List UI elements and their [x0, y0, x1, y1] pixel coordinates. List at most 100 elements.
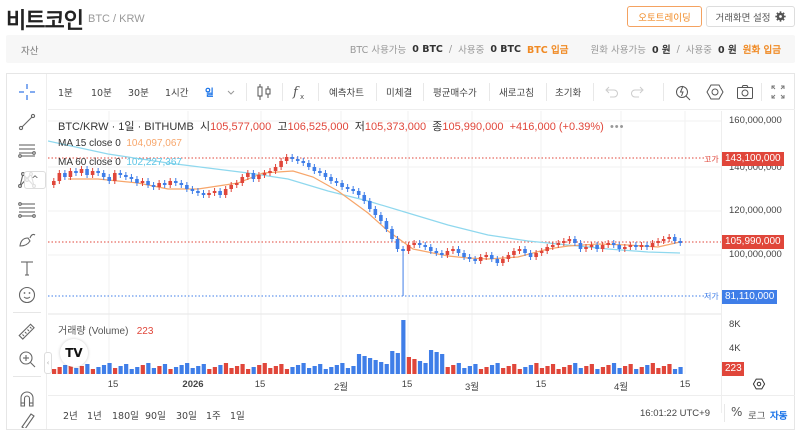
fibonacci-icon — [18, 202, 36, 218]
svg-text:f: f — [292, 85, 300, 100]
zoom-in-icon — [19, 351, 36, 368]
measure-tool[interactable] — [15, 320, 39, 344]
ma60-value: 102,227,367 — [126, 157, 182, 168]
btc-deposit-link[interactable]: BTC 입금 — [526, 45, 569, 56]
low-marker-text: 저가 — [704, 292, 719, 301]
market-pair: BTC / KRW — [88, 13, 145, 25]
interval-1h[interactable]: 1시간 — [165, 88, 189, 99]
page-title: 비트코인 — [6, 9, 84, 34]
change-value: +416,000 (+0.39%) — [509, 121, 604, 133]
unfilled-orders-button[interactable]: 미체결 — [386, 88, 413, 99]
lock-tool[interactable] — [15, 412, 39, 428]
collapse-legend-button[interactable]: ^ — [24, 171, 46, 189]
drawing-toolbar — [7, 74, 47, 429]
range-1w[interactable]: 1주 — [206, 411, 221, 422]
range-90d[interactable]: 90일 — [145, 411, 166, 422]
gear-icon — [774, 11, 786, 22]
low-label: 저 — [354, 121, 365, 133]
more-icon[interactable]: ••• — [609, 121, 625, 133]
undo-icon[interactable] — [601, 82, 621, 102]
avg-buy-price-button[interactable]: 평균매수가 — [433, 88, 477, 99]
text-tool[interactable] — [15, 256, 39, 280]
redo-icon[interactable] — [628, 82, 648, 102]
camera-icon[interactable] — [735, 82, 755, 102]
open-value: 105,577,000 — [210, 121, 272, 133]
krw-in-use-value: 0 원 — [718, 45, 737, 56]
ma60-legend[interactable]: MA 60 close 0 102,227,367 — [58, 157, 182, 168]
emoji-tool[interactable] — [15, 283, 39, 307]
tradingview-logo[interactable]: TV — [60, 339, 88, 367]
screen-settings-button[interactable]: 거래화면 설정 — [706, 6, 795, 27]
ma15-legend[interactable]: MA 15 close 0 104,097,067 — [58, 138, 182, 149]
smiley-icon — [18, 286, 36, 304]
separator: / — [676, 43, 680, 55]
log-toggle[interactable]: 로그 — [748, 411, 766, 422]
percent-toggle[interactable]: % — [731, 405, 743, 419]
trend-line-icon — [18, 113, 36, 131]
range-1d[interactable]: 1일 — [230, 411, 245, 422]
range-2y[interactable]: 2년 — [63, 411, 78, 422]
parallel-channel-tool[interactable] — [15, 138, 39, 162]
chevron-down-icon[interactable] — [225, 82, 237, 102]
assets-bar: 자산 BTC 사용가능 0 BTC / 사용중 0 BTC BTC 입금 원화 … — [6, 35, 795, 63]
symbol-title[interactable]: BTC/KRW · 1일 · BITHUMB — [58, 121, 194, 133]
refresh-button[interactable]: 새로고침 — [499, 88, 534, 99]
krw-available-value: 0 원 — [651, 45, 671, 56]
x-tick: 15 — [679, 379, 691, 390]
krw-available-label: 원화 사용가능 — [590, 45, 646, 56]
btc-available-label: BTC 사용가능 — [349, 45, 407, 56]
current-price-label: 105,990,000 — [722, 235, 784, 249]
current-volume-label: 223 — [722, 362, 744, 376]
brush-tool[interactable] — [15, 227, 39, 251]
price-chart[interactable] — [48, 111, 721, 413]
quick-search-icon[interactable] — [673, 82, 693, 102]
ma15-label: MA 15 close 0 — [58, 138, 121, 149]
time-axis[interactable]: 15 2026 15 2월 15 3월 15 4월 15 — [48, 374, 721, 394]
brush-icon — [19, 233, 36, 247]
volume-label: 거래량 (Volume) — [58, 326, 129, 337]
zoom-in-tool[interactable] — [15, 347, 39, 371]
fullscreen-icon[interactable] — [768, 82, 788, 102]
pencil-lock-icon — [21, 413, 35, 428]
fib-tool[interactable] — [15, 198, 39, 222]
high-marker-text: 고가 — [704, 155, 719, 164]
candlestick-icon[interactable] — [254, 82, 274, 102]
volume-tick: 8K — [729, 319, 741, 330]
range-bar: 2년 1년 180일 90일 30일 1주 1일 16:01:22 UTC+9 … — [48, 395, 795, 429]
range-180d[interactable]: 180일 — [112, 411, 139, 422]
krw-deposit-link[interactable]: 원화 입금 — [742, 45, 781, 56]
y-tick: 140,000,000 — [729, 162, 782, 173]
volume-legend[interactable]: 거래량 (Volume) 223 — [58, 322, 153, 337]
range-30d[interactable]: 30일 — [176, 411, 197, 422]
horizontal-lines-icon — [18, 144, 36, 158]
axis-settings-button[interactable] — [721, 374, 795, 394]
close-value: 105,990,000 — [442, 121, 504, 133]
interval-30m[interactable]: 30분 — [128, 88, 149, 99]
interval-1d[interactable]: 일 — [205, 88, 214, 99]
collapse-toolbar-button[interactable]: ‹ — [44, 352, 52, 374]
auto-scale-toggle[interactable]: 자동 — [770, 411, 788, 422]
ohlc-legend: BTC/KRW · 1일 · BITHUMB 시105,577,000 고106… — [58, 118, 625, 134]
magnet-tool[interactable] — [15, 387, 39, 411]
crosshair-tool[interactable] — [15, 80, 39, 104]
price-axis[interactable]: 160,000,000 140,000,000 120,000,000 100,… — [721, 111, 795, 413]
settings-hexagon-icon — [752, 378, 765, 390]
forecast-chart-button[interactable]: 예측차트 — [329, 88, 364, 99]
range-1y[interactable]: 1년 — [87, 411, 102, 422]
y-tick: 100,000,000 — [729, 249, 782, 260]
interval-1m[interactable]: 1분 — [58, 88, 73, 99]
text-icon — [21, 261, 33, 276]
y-tick: 160,000,000 — [729, 115, 782, 126]
auto-trading-button[interactable]: 오토트레이딩 — [627, 6, 702, 27]
header: 비트코인 BTC / KRW 오토트레이딩 거래화면 설정 — [0, 0, 800, 34]
reset-button[interactable]: 초기화 — [555, 88, 582, 99]
y-tick: 120,000,000 — [729, 205, 782, 216]
clock[interactable]: 16:01:22 UTC+9 — [640, 408, 710, 419]
interval-10m[interactable]: 10분 — [91, 88, 112, 99]
trend-line-tool[interactable] — [15, 110, 39, 134]
btc-available-value: 0 BTC — [412, 43, 443, 55]
settings-hexagon-icon[interactable] — [705, 82, 725, 102]
ma15-value: 104,097,067 — [126, 138, 182, 149]
